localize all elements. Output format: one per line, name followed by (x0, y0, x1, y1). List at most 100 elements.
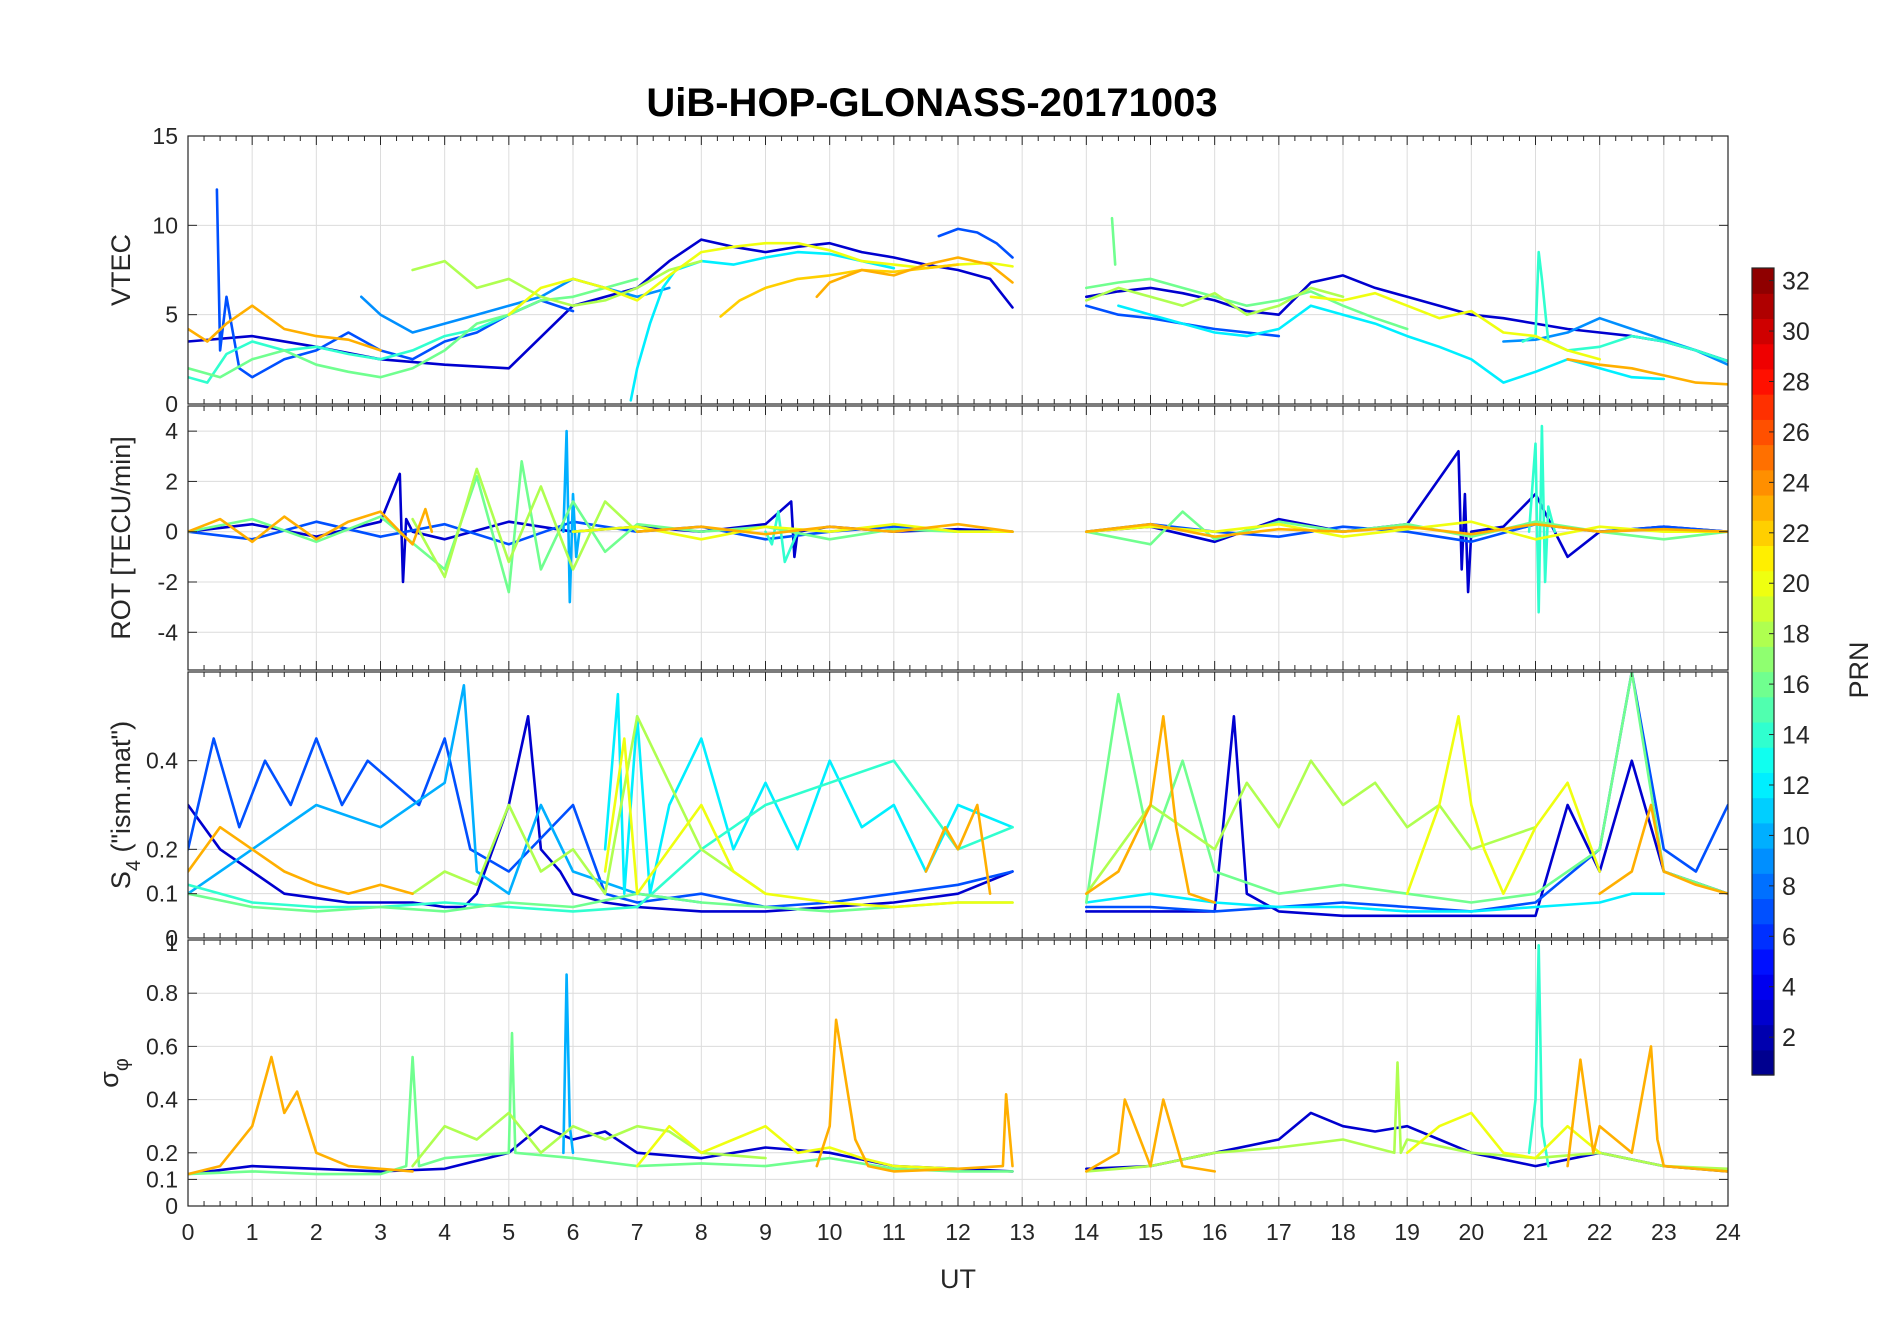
x-tick-label: 21 (1523, 1219, 1549, 1245)
colorbar-tick-label: 24 (1782, 469, 1810, 497)
series-prn-23-19 (188, 304, 382, 352)
x-tick-label: 23 (1651, 1219, 1677, 1245)
colorbar-swatch-5 (1752, 948, 1774, 975)
x-tick-label: 7 (631, 1219, 644, 1245)
y-axis-label-vtec: VTEC (106, 234, 136, 306)
y-tick-label: 0.2 (146, 1140, 178, 1166)
x-tick-label: 10 (817, 1219, 843, 1245)
y-tick-label: 10 (152, 212, 178, 238)
series-prn-18-14 (411, 259, 703, 308)
series-prn-3-0 (188, 238, 1014, 370)
colorbar-swatch-30 (1752, 318, 1774, 345)
x-tick-label: 0 (182, 1219, 195, 1245)
y-axis-label-rot: ROT [TECU/min] (106, 436, 136, 640)
colorbar-tick-label: 6 (1782, 923, 1796, 951)
series-prn-23-14 (1085, 522, 1728, 539)
series-group (188, 943, 1728, 1176)
x-tick-label: 6 (567, 1219, 580, 1245)
x-tick-label: 22 (1587, 1219, 1613, 1245)
colorbar-swatch-21 (1752, 545, 1774, 572)
colorbar-tick-label: 32 (1782, 268, 1810, 296)
panel-s4: 0 0.1 0.2 0.4 1 S4 ("ism.mat") (106, 671, 1729, 956)
colorbar-tick-label: 22 (1782, 520, 1810, 548)
series-prn-16-9 (1085, 672, 1728, 904)
colorbar-swatch-11 (1752, 797, 1774, 824)
series-group (188, 188, 1728, 402)
colorbar-swatch-23 (1752, 494, 1774, 521)
y-tick-label: 0.6 (146, 1033, 178, 1059)
colorbar-swatch-24 (1752, 469, 1774, 496)
colorbar-swatch-10 (1752, 822, 1774, 849)
colorbar-tick-label: 2 (1782, 1024, 1796, 1052)
series-group (188, 672, 1728, 918)
series-prn-10-4 (562, 429, 581, 604)
colorbar-swatch-1 (1752, 1049, 1774, 1076)
series-prn-22-18 (719, 263, 960, 318)
x-axis-label: UT (940, 1264, 976, 1294)
colorbar-tick-label: 26 (1782, 419, 1810, 447)
x-tick-label: 11 (882, 1219, 906, 1245)
series-prn-23-17 (1598, 803, 1728, 896)
series-prn-9-5 (359, 277, 671, 334)
series-prn-18-6 (1085, 1061, 1728, 1173)
y-tick-label: 0.4 (146, 1087, 178, 1113)
series-prn-23-12 (1566, 1045, 1728, 1173)
x-tick-label: 18 (1330, 1219, 1356, 1245)
x-tick-label: 20 (1459, 1219, 1485, 1245)
colorbar-tick-label: 10 (1782, 822, 1810, 850)
x-tick-label: 3 (374, 1219, 387, 1245)
series-prn-7-2 (215, 188, 575, 379)
series-prn-20-17 (1309, 291, 1601, 361)
y-tick-label: 0.4 (146, 748, 178, 774)
series-prn-10-4 (188, 683, 703, 904)
series-prn-18-5 (411, 1111, 767, 1168)
x-tick-label: 15 (1138, 1219, 1164, 1245)
x-tick-label: 4 (438, 1219, 451, 1245)
y-tick-label: 0.8 (146, 980, 178, 1006)
colorbar-tick-label: 30 (1782, 318, 1810, 346)
panel-rot: -4 -2 0 2 4 ROT [TECU/min] (106, 405, 1729, 671)
colorbar-swatch-13 (1752, 747, 1774, 773)
colorbar-swatch-6 (1752, 923, 1774, 950)
y-tick-label-extra: 1 (165, 930, 178, 956)
series-prn-14-7 (188, 759, 1014, 913)
series-prn-23-16 (1085, 714, 1216, 904)
x-tick-label: 2 (310, 1219, 323, 1245)
colorbar-swatch-14 (1752, 721, 1774, 748)
series-prn-16-12 (1110, 216, 1117, 266)
colorbar-swatch-29 (1752, 343, 1774, 370)
series-group (188, 424, 1728, 614)
colorbar-swatch-19 (1752, 595, 1774, 622)
x-tick-label: 13 (1009, 1219, 1035, 1245)
colorbar-swatch-2 (1752, 1024, 1774, 1051)
series-prn-7-2 (188, 520, 1014, 546)
colorbar-tick-label: 14 (1782, 722, 1810, 750)
colorbar-swatch-25 (1752, 444, 1774, 471)
x-tick-label: 9 (759, 1219, 772, 1245)
series-prn-23-21 (1566, 357, 1728, 386)
colorbar-swatch-16 (1752, 671, 1774, 698)
colorbar-tick-label: 4 (1782, 974, 1796, 1002)
y-tick-label: 15 (152, 123, 178, 149)
series-prn-23-13 (635, 522, 1014, 536)
series-prn-23-9 (188, 1055, 414, 1176)
x-tick-label: 12 (945, 1219, 971, 1245)
colorbar-swatch-12 (1752, 772, 1774, 799)
series-prn-16-11 (188, 277, 639, 379)
colorbar-swatch-20 (1752, 570, 1774, 597)
y-tick-label: -4 (158, 619, 179, 645)
figure-title: UiB-HOP-GLONASS-20171003 (646, 81, 1217, 125)
series-prn-18-10 (411, 714, 767, 896)
colorbar-swatch-3 (1752, 999, 1774, 1026)
series-prn-18-9 (411, 467, 639, 579)
colorbar-swatch-31 (1752, 293, 1774, 320)
series-prn-7-2 (188, 737, 1014, 909)
series-prn-20-7 (635, 1124, 960, 1171)
colorbar-tick-label: 12 (1782, 772, 1810, 800)
y-axis-label-s4: S4 ("ism.mat") (106, 721, 145, 889)
colorbar-swatch-15 (1752, 696, 1774, 723)
panel-sigma_phi: 00.10.2 0.4 0.6 0.8 σφ (94, 939, 1729, 1219)
series-prn-20-13 (1405, 714, 1601, 896)
series-prn-23-20 (815, 256, 1014, 299)
